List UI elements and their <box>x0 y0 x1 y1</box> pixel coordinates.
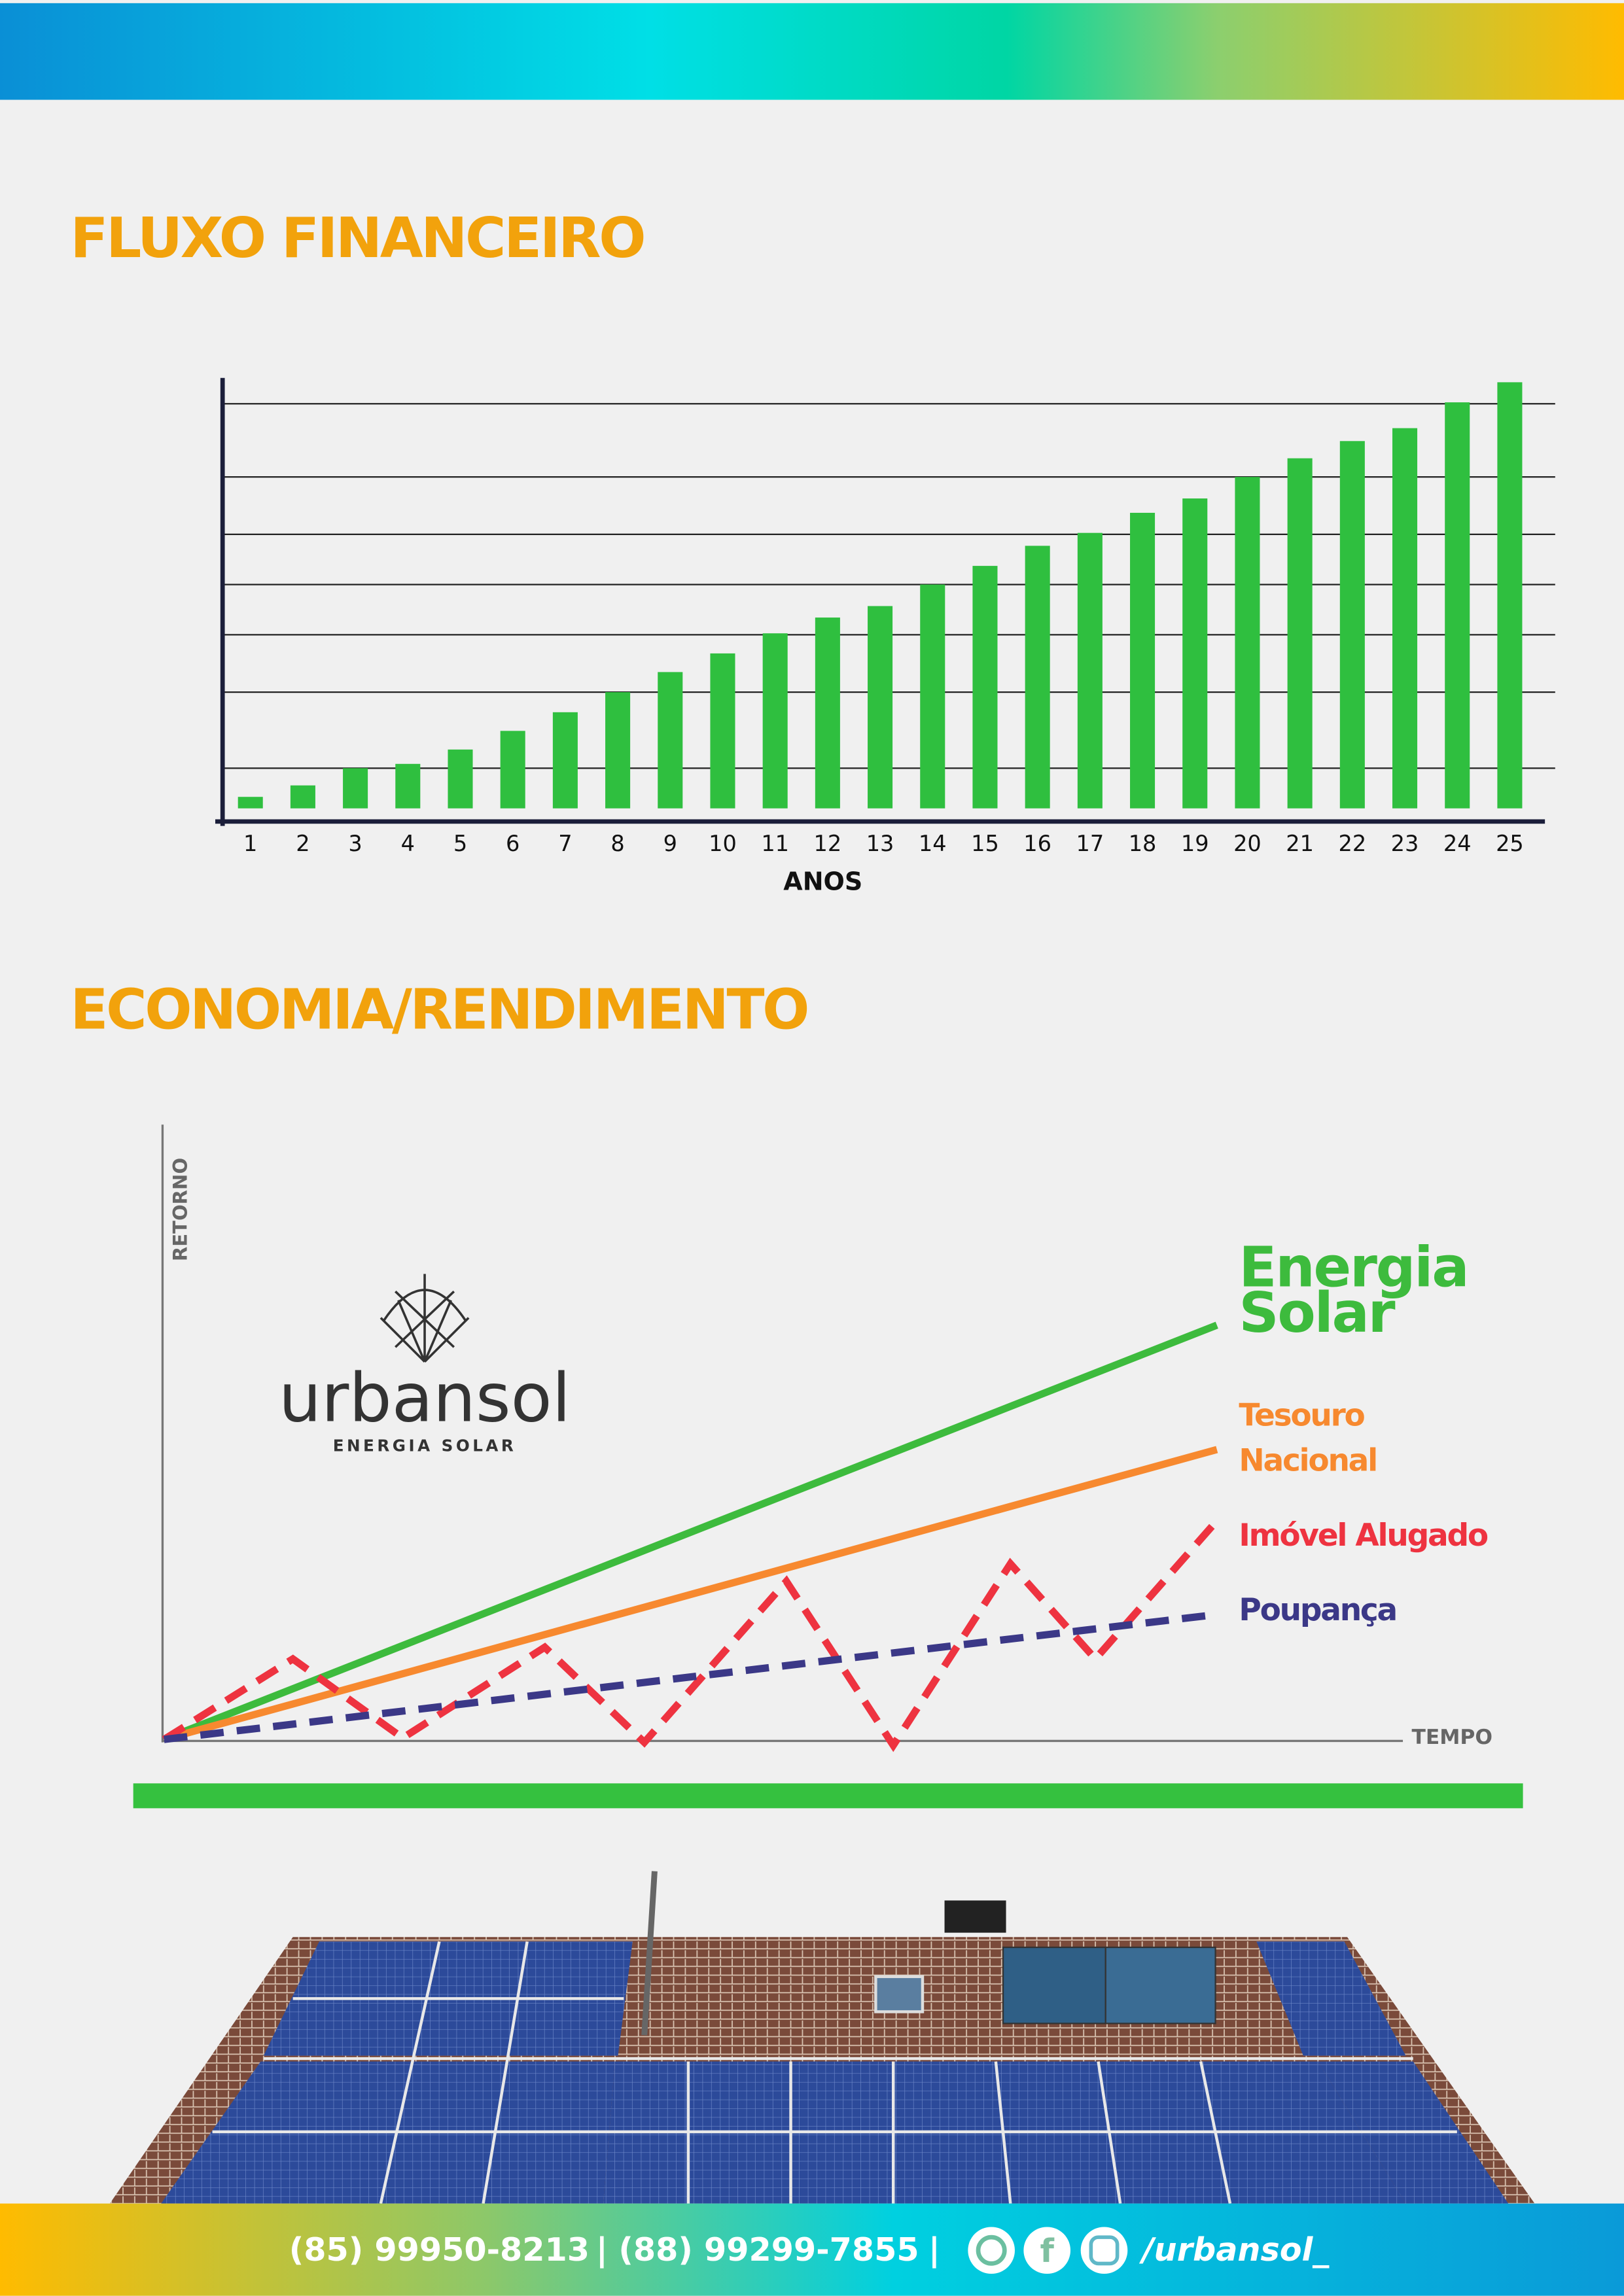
x-tick-label: 15 <box>971 831 999 856</box>
x-tick-label: 2 <box>296 831 309 856</box>
divider <box>133 1783 1523 1809</box>
comparison-chart: RETORNO TEMPO urbansol ENERGIA SOLAR Ene… <box>161 1124 1492 1752</box>
legend-label: Imóvel Alugado <box>1239 1518 1487 1554</box>
legend-label: Poupança <box>1239 1592 1396 1628</box>
x-tick-label: 7 <box>558 831 572 856</box>
bar <box>1025 546 1050 809</box>
axis-label: RETORNO <box>169 1158 192 1261</box>
whatsapp-icon[interactable] <box>968 2227 1015 2274</box>
bar <box>1130 512 1156 809</box>
bar <box>815 617 840 809</box>
bar <box>238 797 263 809</box>
logo-text: urbansol <box>279 1359 571 1438</box>
separator: | <box>928 2231 940 2269</box>
x-tick-label: 12 <box>814 831 842 856</box>
header-band <box>0 3 1624 100</box>
x-tick-label: 11 <box>761 831 789 856</box>
phone: (85) 99950-8213 <box>289 2231 590 2269</box>
x-tick-label: 13 <box>866 831 894 856</box>
bar <box>395 763 421 809</box>
x-tick-label: 25 <box>1496 831 1524 856</box>
x-tick-label: 9 <box>663 831 677 856</box>
bar <box>1287 458 1313 809</box>
bar <box>920 584 945 809</box>
roof-image <box>109 1871 1535 2204</box>
axis-label: TEMPO <box>1411 1726 1492 1749</box>
bar <box>500 731 525 809</box>
x-tick-label: 6 <box>506 831 520 856</box>
logo-tagline: ENERGIA SOLAR <box>333 1436 517 1455</box>
x-tick-label: 22 <box>1338 831 1366 856</box>
x-tick-label: 19 <box>1181 831 1209 856</box>
bar <box>1445 402 1470 809</box>
x-tick-label: 21 <box>1286 831 1314 856</box>
bar <box>1235 477 1260 809</box>
footer-band <box>0 2203 1624 2296</box>
separator: | <box>596 2231 608 2269</box>
bar <box>762 633 788 809</box>
bar <box>343 768 368 809</box>
x-tick-label: 3 <box>348 831 362 856</box>
bar <box>290 785 315 809</box>
bar <box>972 566 998 809</box>
series-line <box>163 1446 1218 1743</box>
x-tick-label: 23 <box>1391 831 1419 856</box>
bar <box>552 712 578 809</box>
bar-chart: 1 2 3 4 5 6 7 8 9 10 11 12 13 14 15 16 17 18 19 20 21 22 23 24 2… <box>215 377 1555 896</box>
footer-contacts: (85) 99950-8213 | (88) 99299-7855 | f /u… <box>289 2227 1330 2274</box>
bar <box>1339 441 1365 809</box>
section-title: FLUXO FINANCEIRO <box>70 206 644 271</box>
series-line <box>162 1523 1216 1752</box>
social-handle: /urbansol_ <box>1139 2231 1330 2269</box>
section-title: ECONOMIA/RENDIMENTO <box>70 978 807 1043</box>
legend-label: Energia <box>1239 1235 1468 1300</box>
bar <box>1497 382 1523 809</box>
x-tick-label: 4 <box>401 831 415 856</box>
x-tick-label: 17 <box>1076 831 1104 856</box>
x-tick-label: 14 <box>919 831 947 856</box>
bar <box>605 692 631 809</box>
bar <box>1077 532 1103 809</box>
x-tick-label: 20 <box>1233 831 1262 856</box>
bar <box>868 606 893 809</box>
phone: (88) 99299-7855 <box>618 2231 919 2269</box>
x-tick-label: 8 <box>610 831 624 856</box>
bar <box>658 672 683 809</box>
bar <box>448 749 473 809</box>
logo: urbansol ENERGIA SOLAR <box>279 1274 571 1455</box>
series-line <box>162 1321 1218 1743</box>
legend-label: Nacional <box>1239 1443 1377 1479</box>
legend-label: Solar <box>1239 1281 1395 1346</box>
legend-label: Tesouro <box>1239 1397 1364 1433</box>
x-axis-label: ANOS <box>783 867 862 896</box>
x-tick-label: 5 <box>453 831 467 856</box>
bar <box>710 653 735 809</box>
series-line <box>164 1611 1213 1743</box>
x-tick-label: 16 <box>1023 831 1051 856</box>
bar <box>1392 428 1418 809</box>
svg-text:f: f <box>1040 2232 1054 2270</box>
x-tick-label: 18 <box>1129 831 1157 856</box>
facebook-icon[interactable] <box>1023 2227 1071 2274</box>
bar <box>1182 498 1208 809</box>
x-tick-label: 10 <box>709 831 737 856</box>
x-tick-label: 24 <box>1443 831 1472 856</box>
x-tick-label: 1 <box>243 831 257 856</box>
instagram-icon[interactable] <box>1080 2227 1128 2274</box>
